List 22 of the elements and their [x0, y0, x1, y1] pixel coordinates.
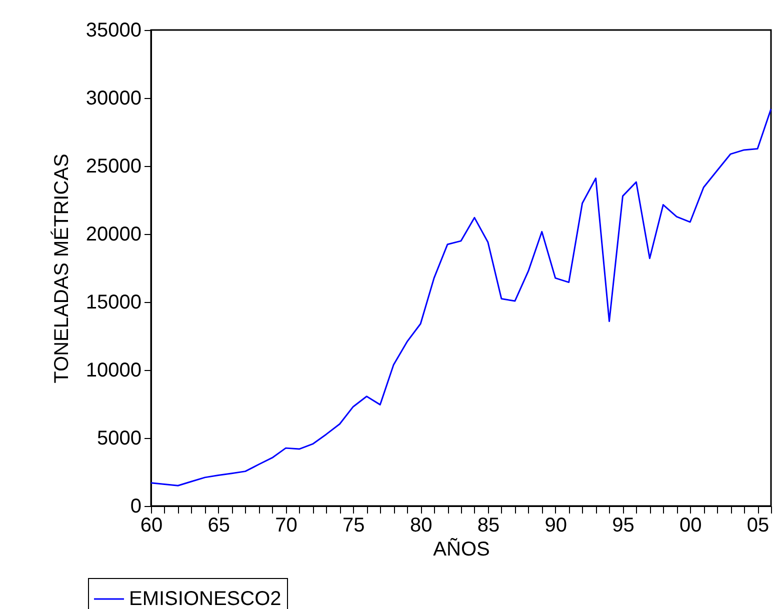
y-tick-label: 0 — [130, 496, 142, 518]
x-tick-label: 80 — [410, 514, 432, 536]
x-tick-label: 75 — [342, 514, 365, 536]
legend-label: EMISIONESCO2 — [129, 588, 282, 609]
y-tick-label: 30000 — [86, 88, 142, 110]
line-series — [150, 108, 772, 486]
y-tick-label: 20000 — [86, 224, 142, 246]
x-tick-label: 00 — [680, 514, 702, 536]
x-tick-label: 70 — [275, 514, 298, 536]
x-tick-label: 65 — [208, 514, 230, 536]
y-tick-label: 5000 — [97, 428, 142, 450]
y-tick-label: 25000 — [86, 156, 142, 178]
y-axis-title: TONELADAS MÉTRICAS — [50, 154, 73, 384]
x-tick-label: 85 — [477, 514, 500, 536]
x-axis-title: AÑOS — [433, 538, 490, 560]
y-tick-label: 10000 — [86, 360, 142, 382]
x-tick-label: 05 — [746, 514, 770, 536]
x-tick-label: 60 — [140, 514, 163, 536]
x-tick-label: 90 — [544, 514, 567, 536]
y-tick-label: 15000 — [86, 292, 142, 314]
x-tick-label: 95 — [612, 514, 634, 536]
y-tick-label: 35000 — [86, 20, 142, 42]
